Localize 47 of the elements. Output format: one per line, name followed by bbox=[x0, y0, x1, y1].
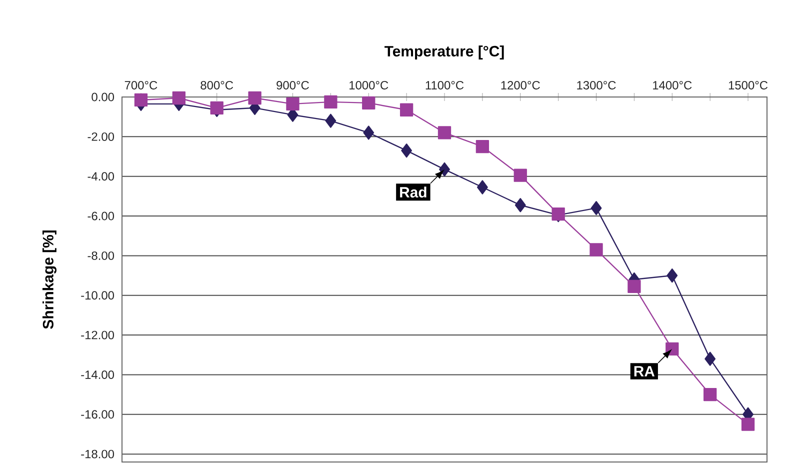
x-tick-label: 1300°C bbox=[577, 81, 616, 90]
y-tick-label: -18.00 bbox=[81, 450, 114, 458]
point bbox=[439, 162, 450, 176]
point bbox=[590, 201, 602, 216]
point bbox=[324, 95, 338, 109]
y-tick-label: -16.00 bbox=[81, 410, 114, 419]
x-tick-label: 1000°C bbox=[350, 81, 388, 90]
x-tick-label: 1200°C bbox=[501, 81, 540, 90]
point bbox=[476, 140, 490, 154]
y-axis-title: Shrinkage [%] bbox=[42, 230, 56, 329]
point bbox=[325, 114, 336, 128]
y-tick-label: -2.00 bbox=[88, 132, 114, 141]
x-tick-label: 1100°C bbox=[426, 81, 464, 90]
x-axis-title: Temperature [°C] bbox=[384, 46, 504, 60]
point bbox=[286, 97, 300, 111]
y-tick-label: -8.00 bbox=[88, 251, 114, 260]
point bbox=[210, 101, 224, 114]
y-tick-label: -14.00 bbox=[81, 370, 114, 379]
y-tick-label: -12.00 bbox=[81, 330, 114, 340]
point bbox=[704, 352, 716, 366]
point bbox=[590, 243, 603, 256]
point bbox=[438, 126, 452, 140]
y-tick-label: -4.00 bbox=[88, 172, 114, 181]
y-tick-label: 0.00 bbox=[92, 92, 114, 102]
point bbox=[134, 93, 148, 107]
point bbox=[401, 143, 412, 158]
y-tick-label: -6.00 bbox=[88, 212, 114, 220]
point bbox=[400, 103, 414, 116]
x-tick-label: 700°C bbox=[124, 81, 158, 90]
x-tick-label: 1500°C bbox=[728, 81, 768, 90]
point bbox=[741, 418, 755, 431]
y-tick-label: -10.00 bbox=[81, 291, 114, 300]
x-tick-label: 1400°C bbox=[653, 81, 692, 90]
point bbox=[363, 126, 374, 140]
point bbox=[514, 198, 526, 212]
point bbox=[514, 168, 527, 182]
point bbox=[666, 268, 678, 283]
x-tick-label: 800°C bbox=[200, 81, 234, 90]
point bbox=[628, 280, 641, 294]
point bbox=[172, 91, 186, 105]
point bbox=[362, 96, 376, 110]
point bbox=[704, 388, 717, 402]
point bbox=[476, 180, 488, 194]
x-tick-label: 900°C bbox=[276, 81, 309, 90]
annotation: Rad bbox=[400, 186, 426, 198]
point bbox=[248, 91, 262, 105]
annotation: RA bbox=[634, 366, 655, 376]
